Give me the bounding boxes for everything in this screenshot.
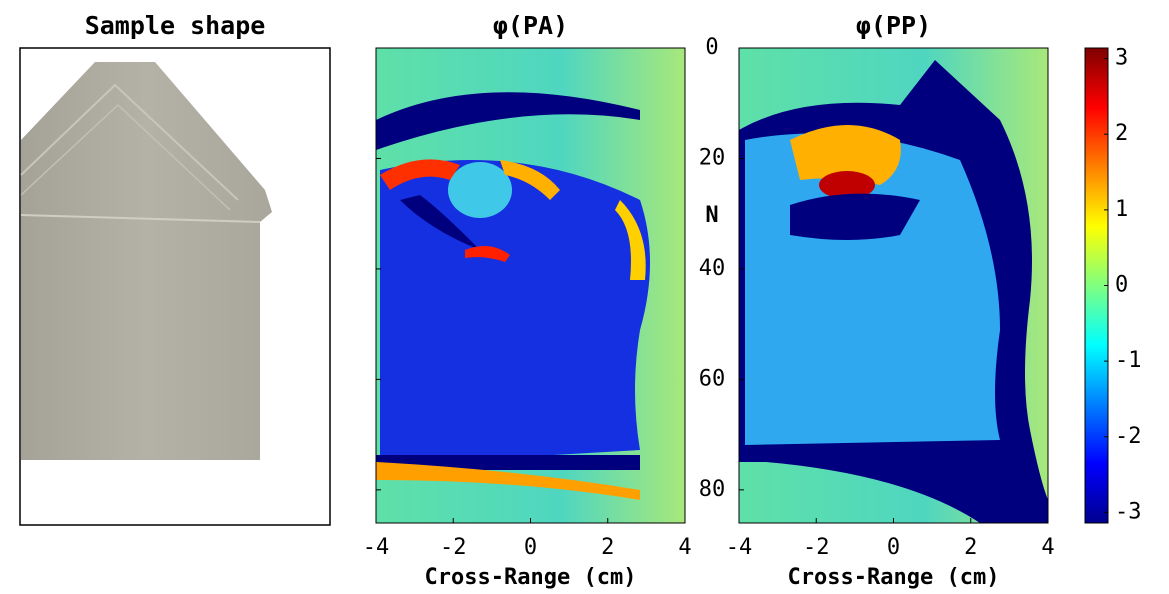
plot-title: φ(PA) [493,11,568,40]
heatmap-image [376,48,685,523]
x-tick-label: -4 [363,535,390,560]
y-tick-label: 0 [705,35,718,60]
heatmap-image [739,48,1048,523]
x-tick-label: -2 [803,535,830,560]
x-tick-label: 4 [678,535,691,560]
y-axis-label: N [705,203,718,228]
x-tick-label: 0 [524,535,537,560]
x-tick-label: 4 [1041,535,1054,560]
x-tick-label: 2 [601,535,614,560]
colorbar-tick-label: 0 [1115,273,1128,298]
colorbar-tick-label: 2 [1115,121,1128,146]
x-tick-label: 2 [964,535,977,560]
x-tick-label: -2 [440,535,467,560]
x-tick-label: 0 [887,535,900,560]
colorbar-tick-label: -3 [1115,499,1142,524]
x-axis-label: Cross-Range (cm) [788,565,1000,590]
colorbar-tick-label: 3 [1115,46,1128,71]
sample-title: Sample shape [85,11,266,40]
sample-photo [20,62,272,460]
colorbar-tick-label: -2 [1115,424,1142,449]
plot-title: φ(PP) [856,11,931,40]
colorbar-tick-label: 1 [1115,197,1128,222]
y-tick-label: 20 [699,145,726,170]
colorbar-tick-label: -1 [1115,348,1142,373]
x-axis-label: Cross-Range (cm) [425,565,637,590]
y-tick-label: 40 [699,256,726,281]
y-tick-label: 60 [699,366,726,391]
y-tick-label: 80 [699,477,726,502]
x-tick-label: -4 [726,535,753,560]
